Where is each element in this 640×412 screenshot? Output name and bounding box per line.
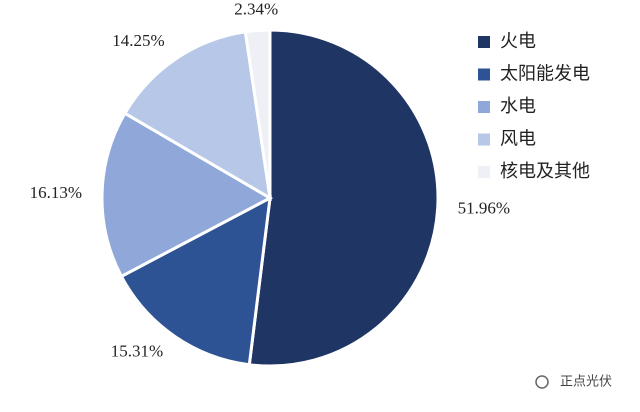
watermark-icon: [535, 375, 549, 389]
pie-slice: [100, 111, 274, 279]
pie-slice: [243, 28, 272, 199]
pie-slice: [247, 28, 440, 368]
data-label: 2.34%: [234, 0, 278, 18]
legend-label: 太阳能发电: [500, 64, 590, 85]
legend-swatch: [478, 101, 490, 113]
legend-swatch: [478, 133, 490, 146]
data-label: 51.96%: [458, 199, 510, 218]
legend-swatch: [478, 166, 490, 178]
data-label: 15.31%: [111, 342, 163, 361]
data-label: 14.25%: [112, 31, 164, 50]
legend-swatch: [478, 68, 490, 81]
legend-label: 核电及其他: [500, 161, 590, 182]
pie-slice: [122, 30, 272, 201]
watermark: 正点光伏: [560, 375, 612, 390]
pie-slice: [119, 195, 272, 367]
legend-swatch: [478, 36, 490, 48]
legend-label: 水电: [500, 96, 536, 117]
data-label: 16.13%: [30, 183, 82, 202]
legend-label: 火电: [500, 31, 536, 52]
legend-label: 风电: [500, 129, 536, 150]
